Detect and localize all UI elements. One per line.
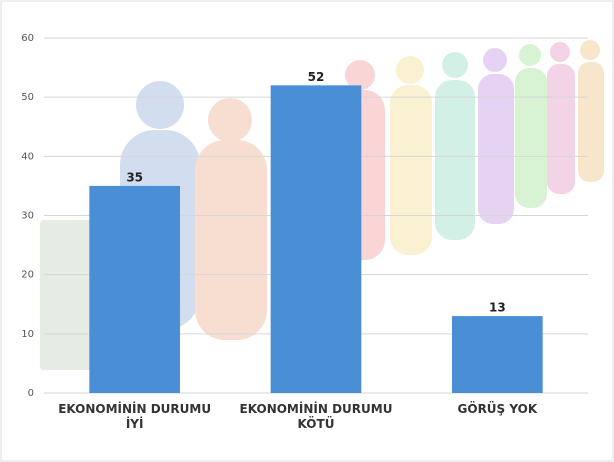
x-tick-label: GÖRÜŞ YOK xyxy=(457,402,538,416)
value-label: 52 xyxy=(308,70,325,84)
bar xyxy=(89,185,180,393)
value-label: 13 xyxy=(489,301,506,315)
value-label: 35 xyxy=(126,170,143,184)
x-tick-label: EKONOMİNİN DURUMU KÖTÜ xyxy=(239,402,393,431)
y-tick-label: 30 xyxy=(21,211,34,222)
y-tick-label: 40 xyxy=(21,151,34,162)
x-tick-label: EKONOMİNİN DURUMU İYİ xyxy=(58,402,212,431)
y-tick-label: 20 xyxy=(21,270,34,281)
y-tick-label: 60 xyxy=(21,33,34,44)
bar xyxy=(452,316,543,393)
y-tick-label: 10 xyxy=(21,329,34,340)
y-tick-label: 50 xyxy=(21,92,34,103)
bar xyxy=(270,85,362,393)
y-tick-label: 0 xyxy=(28,388,34,399)
